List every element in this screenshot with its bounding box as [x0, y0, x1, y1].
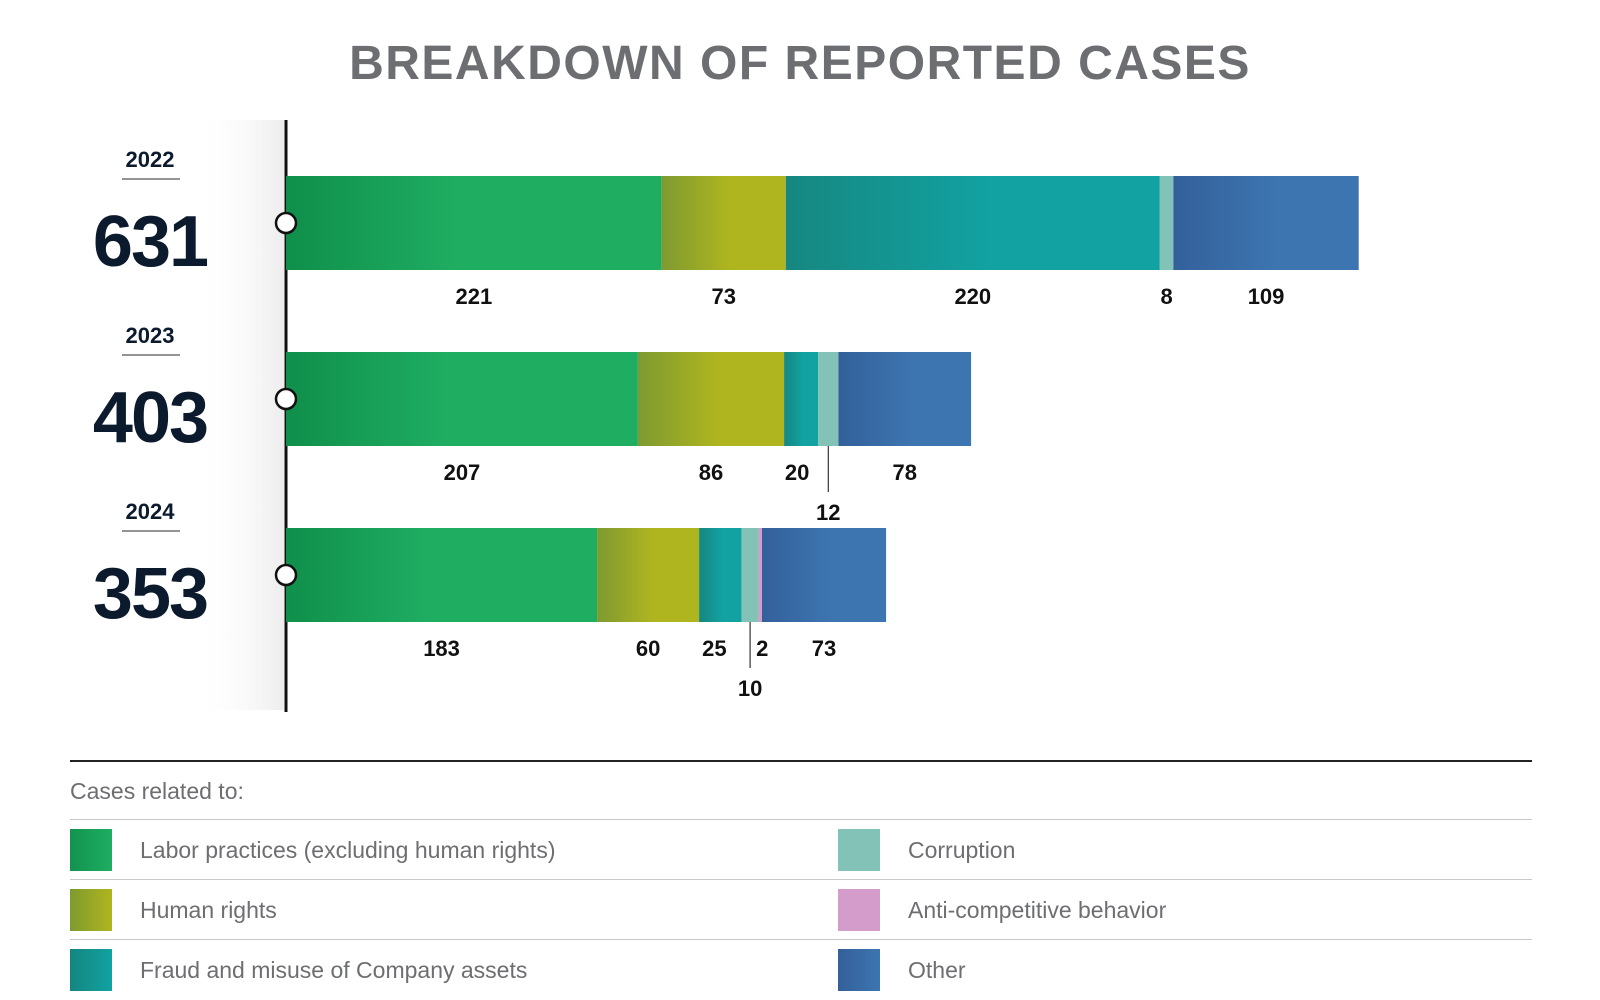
axis-shadow: [196, 120, 284, 710]
legend-item-anticompetitive: Anti-competitive behavior: [838, 887, 1166, 933]
legend-swatch-other: [838, 949, 880, 991]
legend-top-rule: [70, 760, 1532, 762]
year-label: 2023: [126, 323, 175, 348]
bar-segment-labor: [286, 352, 638, 446]
legend-title: Cases related to:: [70, 778, 244, 804]
legend-item-other: Other: [838, 947, 966, 993]
data-label: 12: [816, 500, 840, 525]
legend-label: Other: [908, 956, 966, 983]
legend-swatch-fraud: [70, 949, 112, 991]
legend-label: Corruption: [908, 836, 1016, 863]
bar-segment-other: [1173, 176, 1359, 270]
bar-segment-labor: [286, 176, 662, 270]
legend-divider: [70, 879, 1532, 880]
data-label: 220: [954, 284, 991, 309]
total-value: 353: [93, 554, 207, 634]
axis-marker: [274, 211, 298, 235]
data-label: 10: [738, 676, 762, 701]
bar-segment-corruption: [1159, 176, 1174, 270]
data-label: 8: [1160, 284, 1172, 309]
legend-item-fraud: Fraud and misuse of Company assets: [70, 947, 527, 993]
bar-segment-anticompetitive: [758, 528, 762, 622]
legend-label: Fraud and misuse of Company assets: [140, 956, 528, 983]
data-label: 60: [636, 636, 660, 661]
year-label: 2024: [126, 499, 176, 524]
legend-label: Anti-competitive behavior: [908, 896, 1167, 923]
bar-segment-fraud: [785, 176, 1160, 270]
data-label: 2: [756, 636, 768, 661]
data-label: 207: [444, 460, 481, 485]
legend-swatch-labor: [70, 829, 112, 871]
data-label: 25: [702, 636, 726, 661]
bar-segment-human_rights: [597, 528, 700, 622]
bar-segment-fraud: [784, 352, 819, 446]
bar-segment-labor: [286, 528, 598, 622]
chart-title: BREAKDOWN OF REPORTED CASES: [349, 37, 1251, 90]
data-label: 109: [1248, 284, 1285, 309]
stacked-bar-chart: 2022 631 221 73 220 8 109 2023 403 207 86 20 12 78 202…: [93, 120, 1359, 712]
legend-swatch-corruption: [838, 829, 880, 871]
data-label: 78: [893, 460, 917, 485]
legend-divider: [70, 819, 1532, 820]
total-value: 403: [93, 378, 207, 458]
bar-segment-human_rights: [637, 352, 785, 446]
data-label: 73: [812, 636, 836, 661]
bar-segment-other: [762, 528, 887, 622]
year-label: 2022: [126, 147, 175, 172]
legend-label: Labor practices (excluding human rights): [140, 836, 556, 863]
bar-segment-other: [838, 352, 972, 446]
data-label: 86: [699, 460, 723, 485]
data-label: 73: [712, 284, 736, 309]
legend-divider: [70, 939, 1532, 940]
data-label: 20: [785, 460, 809, 485]
legend-swatch-human-rights: [70, 889, 112, 931]
legend-swatch-anticompetitive: [838, 889, 880, 931]
legend-item-human-rights: Human rights: [70, 887, 277, 933]
axis-marker: [274, 387, 298, 411]
legend-item-corruption: Corruption: [838, 827, 1015, 873]
bar-segment-human_rights: [661, 176, 786, 270]
bar-segment-corruption: [741, 528, 759, 622]
axis-marker: [274, 563, 298, 587]
bar-segment-fraud: [699, 528, 742, 622]
legend-label: Human rights: [140, 896, 277, 923]
total-value: 631: [93, 202, 208, 282]
legend-item-labor: Labor practices (excluding human rights): [70, 827, 555, 873]
data-label: 221: [455, 284, 492, 309]
data-label: 183: [423, 636, 460, 661]
bar-segment-corruption: [818, 352, 839, 446]
